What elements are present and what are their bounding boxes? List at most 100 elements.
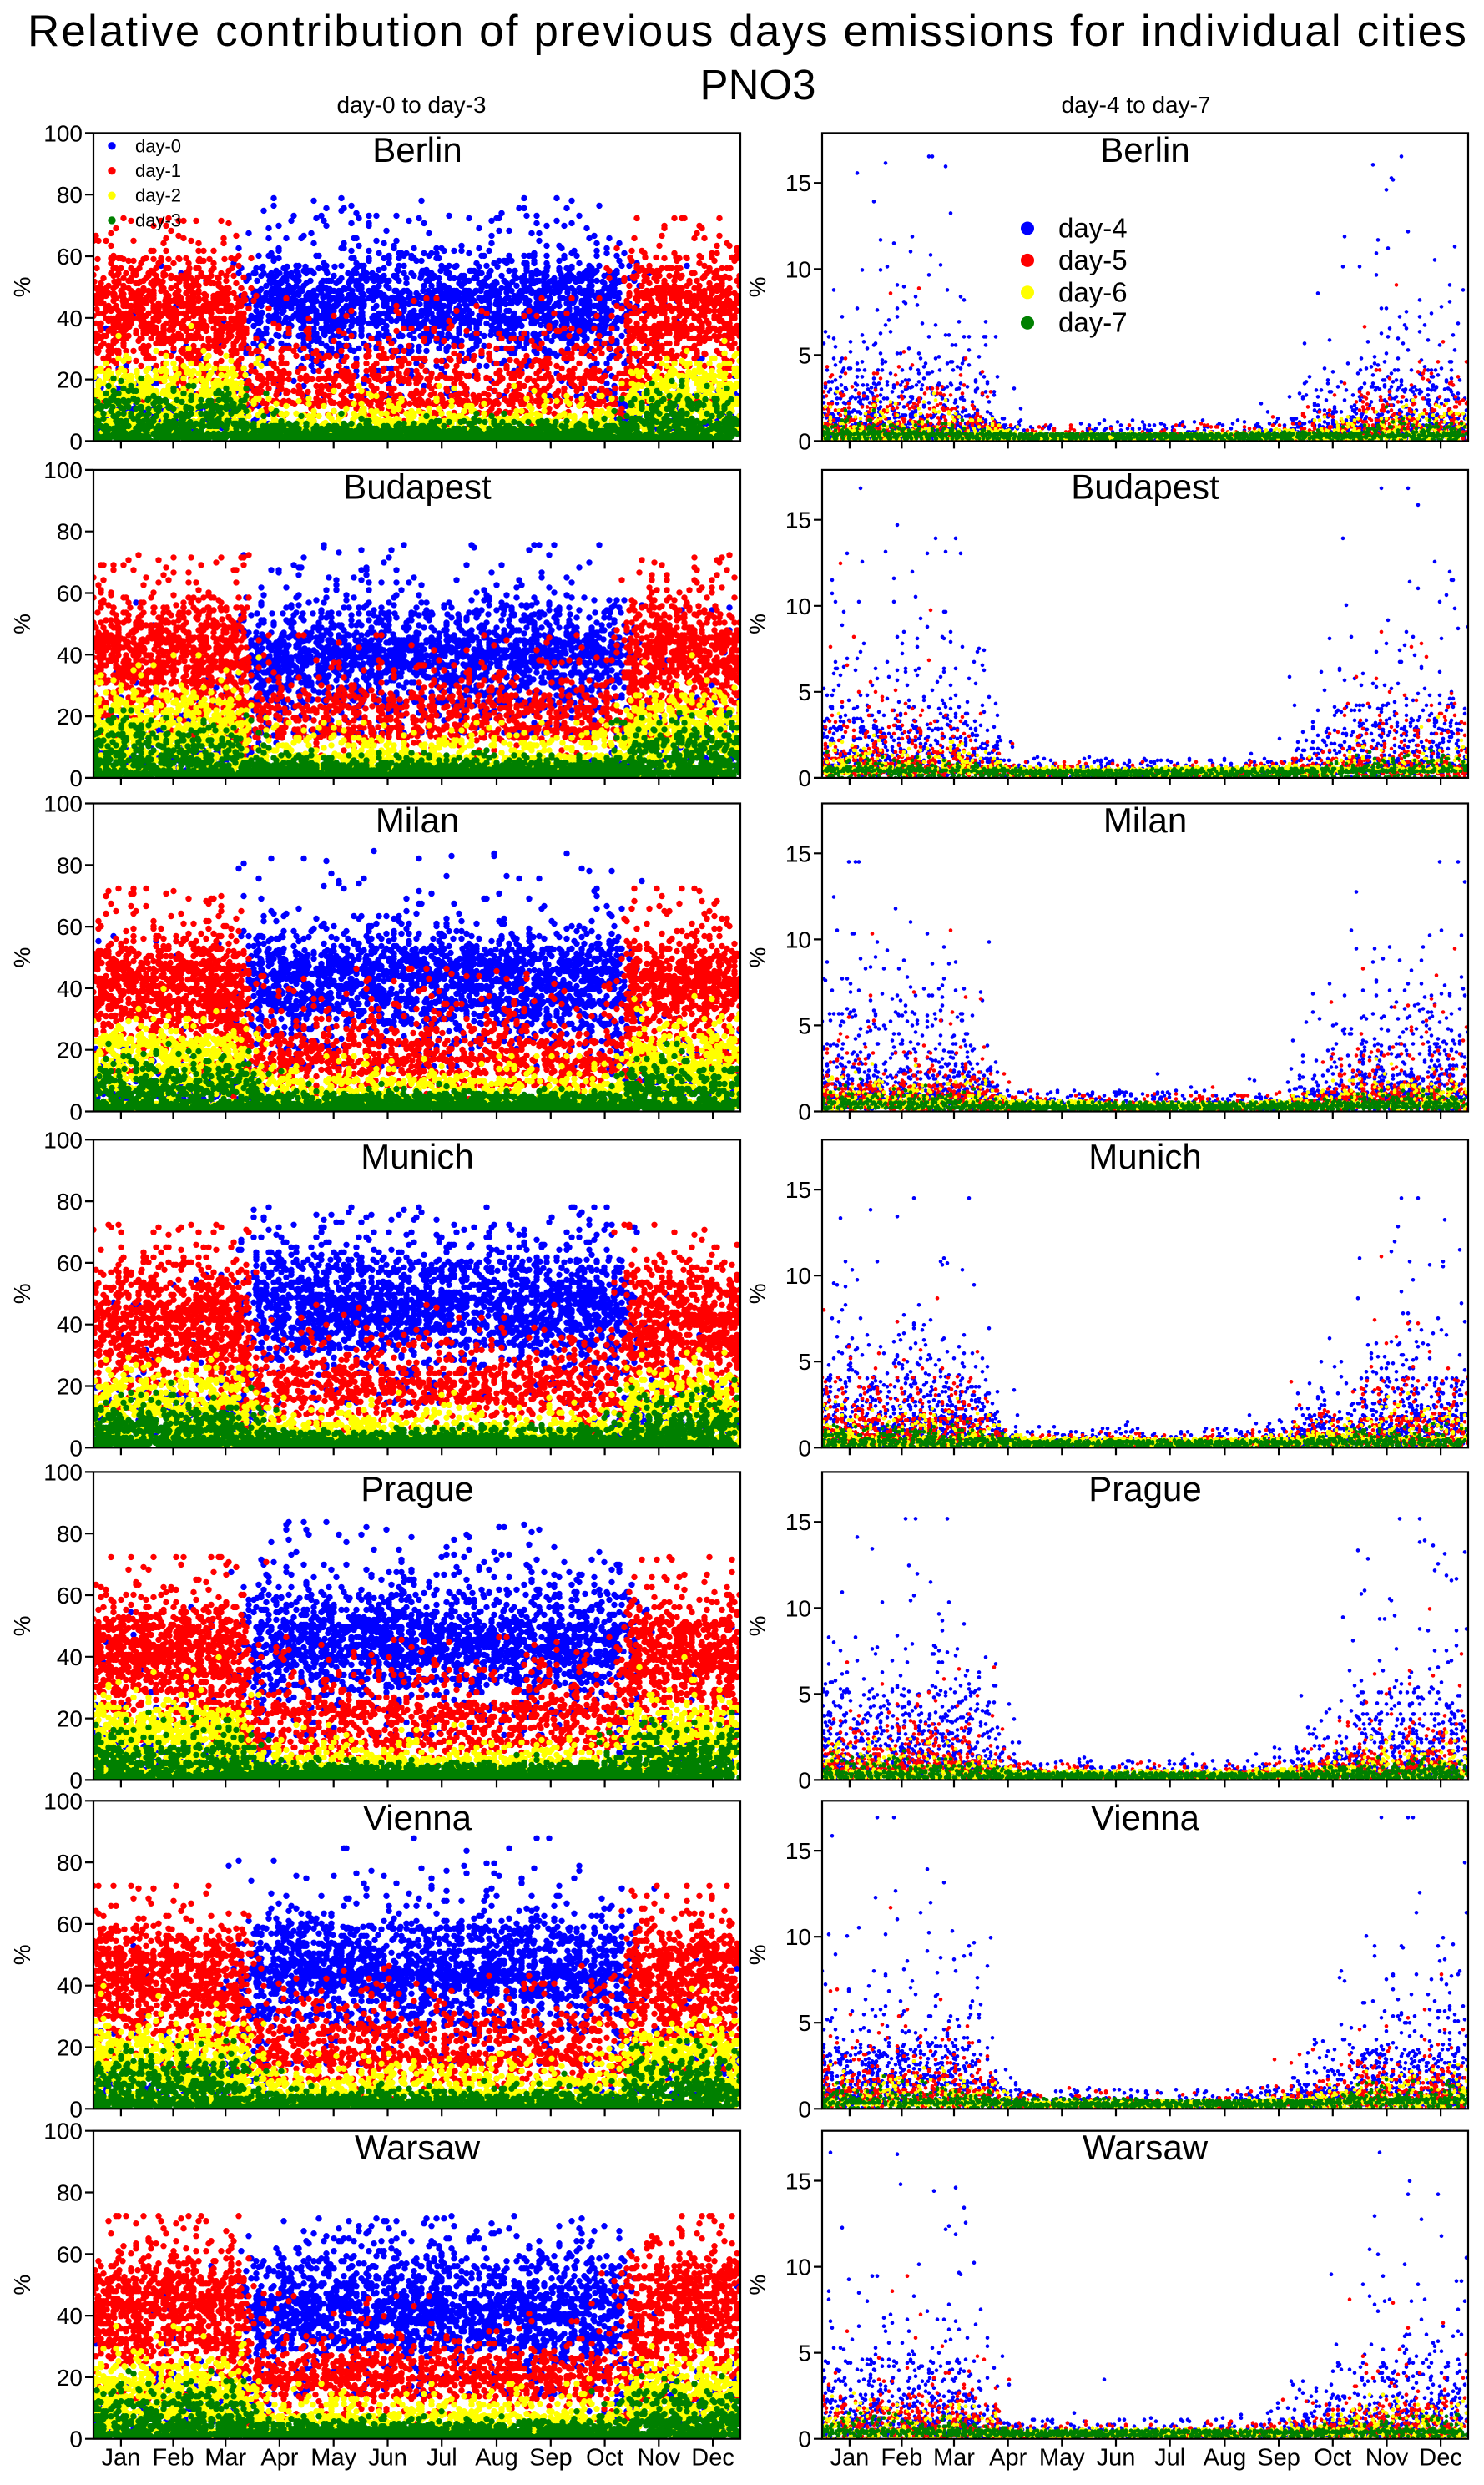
- svg-text:5: 5: [798, 1349, 811, 1375]
- svg-text:%: %: [9, 614, 35, 634]
- svg-text:PNO3: PNO3: [700, 61, 816, 109]
- svg-text:10: 10: [785, 2255, 811, 2280]
- svg-text:%: %: [9, 947, 35, 968]
- svg-text:%: %: [9, 2275, 35, 2296]
- svg-text:%: %: [745, 1944, 770, 1965]
- svg-text:0: 0: [69, 2427, 83, 2452]
- svg-text:May: May: [310, 2445, 356, 2472]
- svg-text:%: %: [745, 1615, 770, 1636]
- svg-text:%: %: [9, 1615, 35, 1636]
- svg-text:40: 40: [57, 1312, 83, 1338]
- svg-text:15: 15: [785, 2169, 811, 2195]
- svg-text:0: 0: [69, 2096, 83, 2122]
- svg-text:5: 5: [798, 2341, 811, 2366]
- svg-text:10: 10: [785, 256, 811, 282]
- svg-text:0: 0: [798, 2427, 811, 2452]
- svg-text:0: 0: [798, 765, 811, 791]
- svg-text:May: May: [1039, 2445, 1085, 2472]
- svg-text:100: 100: [43, 120, 83, 146]
- svg-text:100: 100: [43, 1459, 83, 1485]
- svg-text:40: 40: [57, 642, 83, 668]
- svg-text:5: 5: [798, 679, 811, 705]
- svg-text:0: 0: [798, 1767, 811, 1793]
- svg-text:10: 10: [785, 1263, 811, 1289]
- svg-text:100: 100: [43, 1788, 83, 1814]
- svg-text:Aug: Aug: [1204, 2445, 1247, 2472]
- svg-text:Warsaw: Warsaw: [1083, 2128, 1209, 2167]
- svg-text:80: 80: [57, 1521, 83, 1547]
- svg-text:Munich: Munich: [1088, 1137, 1201, 1176]
- svg-text:%: %: [9, 1283, 35, 1304]
- svg-text:Nov: Nov: [1365, 2445, 1409, 2472]
- svg-text:80: 80: [57, 519, 83, 545]
- svg-text:0: 0: [798, 2096, 811, 2122]
- svg-text:0: 0: [69, 1099, 83, 1125]
- svg-text:15: 15: [785, 1177, 811, 1203]
- svg-text:0: 0: [69, 1435, 83, 1461]
- svg-text:Mar: Mar: [204, 2445, 246, 2472]
- svg-text:40: 40: [57, 306, 83, 331]
- svg-text:%: %: [745, 947, 770, 968]
- svg-text:Apr: Apr: [260, 2445, 298, 2472]
- svg-text:80: 80: [57, 1850, 83, 1876]
- svg-text:Apr: Apr: [989, 2445, 1027, 2472]
- svg-text:60: 60: [57, 914, 83, 940]
- svg-text:Dec: Dec: [1419, 2445, 1462, 2472]
- svg-text:Feb: Feb: [153, 2445, 194, 2472]
- svg-text:Jul: Jul: [1154, 2445, 1185, 2472]
- svg-text:Jun: Jun: [368, 2445, 407, 2472]
- svg-text:Oct: Oct: [1314, 2445, 1351, 2472]
- svg-text:5: 5: [798, 342, 811, 368]
- svg-text:Nov: Nov: [638, 2445, 681, 2472]
- svg-text:0: 0: [69, 428, 83, 454]
- svg-text:Vienna: Vienna: [363, 1798, 472, 1837]
- svg-text:5: 5: [798, 1013, 811, 1038]
- svg-text:10: 10: [785, 927, 811, 952]
- svg-text:20: 20: [57, 2035, 83, 2061]
- svg-text:100: 100: [43, 1127, 83, 1153]
- svg-text:60: 60: [57, 1583, 83, 1609]
- svg-text:Milan: Milan: [1103, 801, 1187, 840]
- svg-text:day-1: day-1: [135, 160, 181, 181]
- svg-text:%: %: [9, 276, 35, 297]
- svg-text:15: 15: [785, 170, 811, 196]
- svg-text:Relative contribution of previ: Relative contribution of previous days e…: [28, 7, 1468, 56]
- svg-text:Jul: Jul: [427, 2445, 457, 2472]
- svg-text:10: 10: [785, 1924, 811, 1950]
- svg-text:60: 60: [57, 1250, 83, 1276]
- svg-text:0: 0: [798, 1099, 811, 1125]
- svg-text:Sep: Sep: [1257, 2445, 1300, 2472]
- svg-text:0: 0: [69, 765, 83, 791]
- svg-text:%: %: [745, 614, 770, 634]
- svg-text:Munich: Munich: [361, 1137, 473, 1176]
- svg-text:Berlin: Berlin: [1100, 130, 1189, 169]
- svg-text:Budapest: Budapest: [1071, 467, 1219, 506]
- svg-text:20: 20: [57, 704, 83, 730]
- svg-text:Jan: Jan: [830, 2445, 870, 2472]
- svg-text:day-6: day-6: [1058, 276, 1128, 307]
- svg-text:40: 40: [57, 2303, 83, 2329]
- svg-text:0: 0: [798, 428, 811, 454]
- svg-text:15: 15: [785, 508, 811, 533]
- svg-text:day-2: day-2: [135, 185, 181, 206]
- svg-text:Aug: Aug: [475, 2445, 518, 2472]
- svg-text:Jan: Jan: [102, 2445, 141, 2472]
- svg-text:Dec: Dec: [691, 2445, 734, 2472]
- svg-text:100: 100: [43, 2119, 83, 2144]
- svg-text:60: 60: [57, 581, 83, 607]
- svg-text:20: 20: [57, 2365, 83, 2391]
- svg-text:40: 40: [57, 976, 83, 1002]
- svg-text:day-0 to day-3: day-0 to day-3: [337, 92, 487, 118]
- svg-text:15: 15: [785, 1509, 811, 1535]
- svg-text:Prague: Prague: [1088, 1469, 1201, 1508]
- svg-text:60: 60: [57, 2241, 83, 2267]
- svg-text:80: 80: [57, 852, 83, 878]
- svg-text:Jun: Jun: [1097, 2445, 1136, 2472]
- svg-text:20: 20: [57, 367, 83, 393]
- svg-text:15: 15: [785, 841, 811, 866]
- svg-text:%: %: [9, 1944, 35, 1965]
- svg-text:10: 10: [785, 593, 811, 619]
- svg-text:60: 60: [57, 244, 83, 270]
- svg-text:5: 5: [798, 2010, 811, 2036]
- svg-text:Budapest: Budapest: [343, 467, 492, 506]
